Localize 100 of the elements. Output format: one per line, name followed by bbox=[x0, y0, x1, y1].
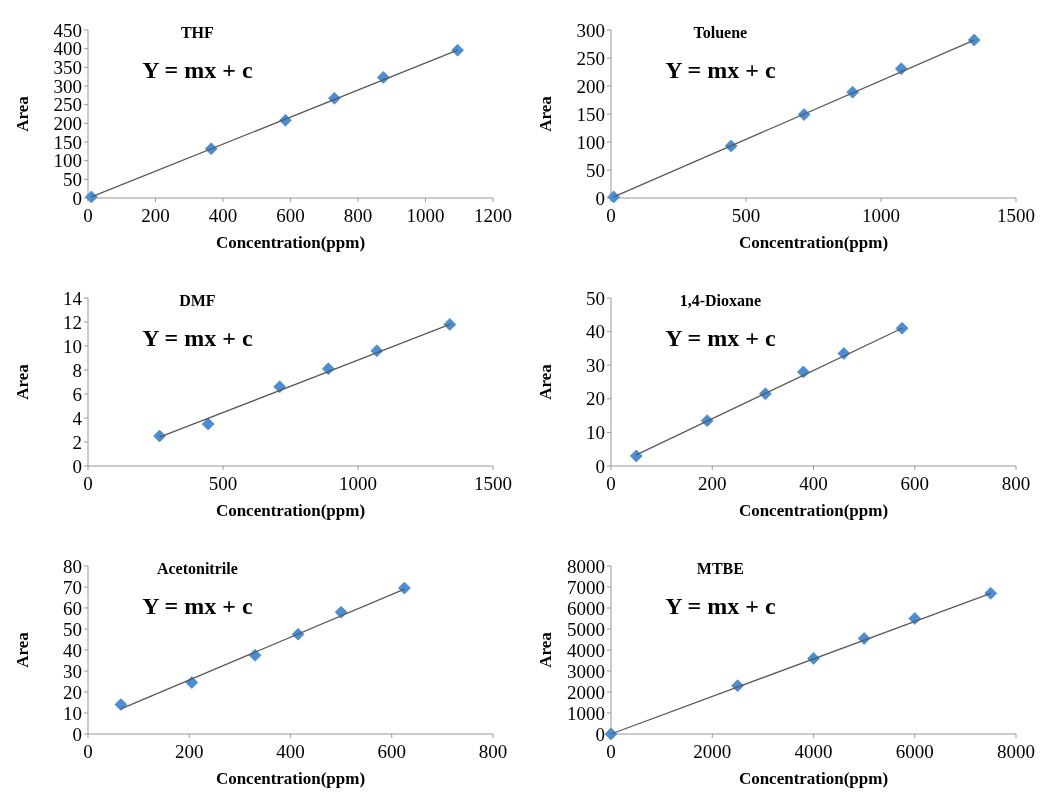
x-tick-label: 400 bbox=[799, 473, 828, 494]
y-tick-label: 0 bbox=[72, 187, 82, 209]
chart-title: DMF bbox=[179, 292, 216, 309]
y-tick-label: 5000 bbox=[567, 618, 605, 640]
y-tick-label: 10 bbox=[586, 422, 605, 444]
y-tick-label: 70 bbox=[63, 576, 82, 598]
x-tick-label: 800 bbox=[1001, 473, 1031, 494]
y-tick-label: 6000 bbox=[567, 597, 605, 619]
x-tick-label: 500 bbox=[208, 473, 238, 494]
y-axis-title: Area bbox=[13, 363, 32, 400]
x-tick-label: 1000 bbox=[339, 473, 377, 494]
y-tick-label: 40 bbox=[586, 321, 605, 343]
y-tick-label: 60 bbox=[63, 597, 82, 619]
point bbox=[201, 417, 215, 431]
y-tick-label: 100 bbox=[576, 131, 605, 153]
x-tick-label: 400 bbox=[208, 205, 238, 226]
x-tick-label: 400 bbox=[276, 741, 305, 762]
point bbox=[895, 321, 909, 335]
x-axis-title: Concentration(ppm) bbox=[738, 769, 889, 788]
point bbox=[114, 698, 128, 711]
x-tick-label: 600 bbox=[900, 473, 929, 494]
y-tick-label: 250 bbox=[576, 47, 605, 69]
y-tick-label: 20 bbox=[586, 388, 605, 410]
y-tick-label: 3000 bbox=[567, 660, 605, 682]
annotation: Y = mx + c bbox=[665, 325, 776, 351]
y-axis-title: Area bbox=[536, 631, 555, 668]
annotation: Y = mx + c bbox=[142, 325, 253, 351]
y-tick-label: 4 bbox=[72, 407, 83, 429]
point bbox=[607, 190, 620, 204]
y-tick-label: 0 bbox=[595, 455, 605, 477]
y-tick-label: 10 bbox=[63, 702, 82, 724]
x-tick-label: 600 bbox=[276, 205, 305, 226]
y-axis-title: Area bbox=[536, 363, 555, 400]
y-tick-label: 450 bbox=[53, 19, 82, 41]
point bbox=[604, 727, 618, 741]
chart-title: Toluene bbox=[693, 24, 748, 41]
y-axis-title: Area bbox=[13, 95, 32, 132]
y-tick-label: 0 bbox=[72, 723, 82, 745]
x-tick-label: 600 bbox=[377, 741, 406, 762]
y-tick-label: 30 bbox=[586, 354, 605, 376]
x-tick-label: 500 bbox=[731, 205, 761, 226]
x-tick-label: 800 bbox=[343, 205, 373, 226]
x-tick-label: 1000 bbox=[406, 205, 445, 226]
y-tick-label: 80 bbox=[63, 555, 82, 577]
y-tick-label: 8 bbox=[72, 359, 82, 381]
y-tick-label: 1000 bbox=[567, 702, 605, 724]
y-tick-label: 0 bbox=[72, 455, 82, 477]
x-tick-label: 2000 bbox=[693, 741, 732, 762]
annotation: Y = mx + c bbox=[665, 593, 776, 619]
x-tick-label: 1200 bbox=[474, 205, 512, 226]
point bbox=[630, 449, 643, 463]
y-tick-label: 30 bbox=[63, 660, 82, 682]
y-axis-title: Area bbox=[13, 631, 32, 668]
y-tick-label: 10 bbox=[63, 335, 82, 357]
annotation: Y = mx + c bbox=[142, 57, 253, 83]
annotation: Y = mx + c bbox=[665, 57, 776, 83]
y-tick-label: 0 bbox=[595, 723, 605, 745]
chart-title: 1,4-Dioxane bbox=[679, 292, 762, 309]
x-axis-title: Concentration(ppm) bbox=[215, 501, 366, 520]
y-tick-label: 300 bbox=[53, 75, 82, 97]
y-tick-label: 12 bbox=[63, 311, 82, 333]
point bbox=[153, 429, 166, 443]
y-tick-label: 200 bbox=[576, 75, 605, 97]
y-tick-label: 50 bbox=[63, 618, 82, 640]
point bbox=[398, 581, 411, 595]
y-tick-label: 50 bbox=[586, 159, 605, 181]
x-tick-label: 1500 bbox=[997, 205, 1035, 226]
y-tick-label: 40 bbox=[63, 639, 82, 661]
y-axis-title: Area bbox=[536, 95, 555, 132]
point bbox=[967, 33, 981, 47]
y-tick-label: 2 bbox=[72, 431, 82, 453]
x-tick-label: 4000 bbox=[794, 741, 833, 762]
x-axis-title: Concentration(ppm) bbox=[215, 233, 366, 252]
chart-title: Acetonitrile bbox=[156, 560, 238, 577]
x-tick-label: 800 bbox=[478, 741, 508, 762]
y-tick-label: 14 bbox=[63, 287, 83, 309]
y-tick-label: 50 bbox=[586, 287, 605, 309]
point bbox=[85, 190, 98, 204]
chart-title: MTBE bbox=[696, 560, 744, 577]
x-tick-label: 200 bbox=[141, 205, 170, 226]
x-axis-title: Concentration(ppm) bbox=[738, 501, 889, 520]
x-tick-label: 200 bbox=[698, 473, 727, 494]
x-tick-label: 1000 bbox=[862, 205, 900, 226]
y-tick-label: 6 bbox=[72, 383, 82, 405]
annotation: Y = mx + c bbox=[142, 593, 253, 619]
x-tick-label: 200 bbox=[175, 741, 204, 762]
point bbox=[984, 587, 997, 600]
point bbox=[185, 676, 199, 689]
point bbox=[443, 318, 457, 331]
point bbox=[334, 605, 348, 619]
y-tick-label: 300 bbox=[576, 19, 605, 41]
y-tick-label: 20 bbox=[63, 681, 82, 703]
y-tick-label: 7000 bbox=[567, 576, 605, 598]
y-tick-label: 2000 bbox=[567, 681, 605, 703]
chart-title: THF bbox=[180, 24, 215, 41]
x-axis-title: Concentration(ppm) bbox=[738, 233, 889, 252]
y-tick-label: 8000 bbox=[567, 555, 605, 577]
y-tick-label: 0 bbox=[595, 187, 605, 209]
y-tick-label: 4000 bbox=[567, 639, 605, 661]
x-tick-label: 1500 bbox=[474, 473, 512, 494]
